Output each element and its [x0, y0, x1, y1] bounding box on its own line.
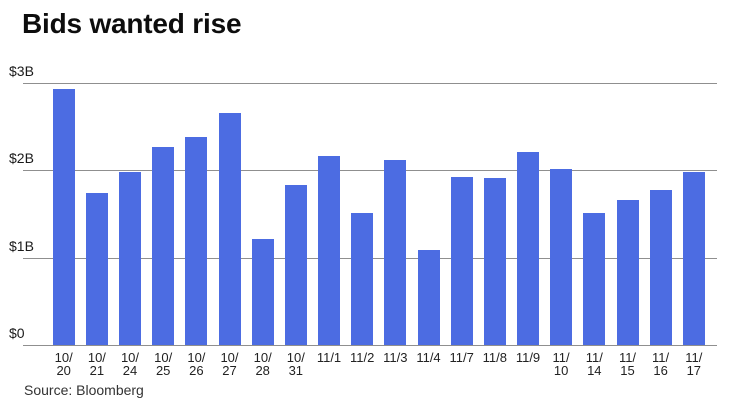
bar — [450, 177, 473, 345]
x-tick-label: 11/ 16 — [652, 350, 670, 378]
bar — [384, 159, 407, 345]
y-tick-label: $0 — [9, 325, 25, 341]
gridline — [23, 83, 717, 84]
bar — [284, 185, 307, 345]
y-tick-label: $2B — [9, 150, 34, 167]
source-note: Source: Bloomberg — [24, 382, 144, 398]
bar — [152, 146, 175, 345]
y-tick-label: $3B — [9, 63, 34, 79]
x-tick-label: 11/ 17 — [685, 350, 703, 378]
x-tick-label: 11/1 — [316, 350, 342, 365]
bar — [583, 213, 606, 345]
bar — [517, 152, 539, 345]
bar — [682, 172, 705, 345]
x-tick-label: 11/9 — [515, 350, 541, 365]
x-tick-label: 11/2 — [350, 350, 375, 365]
x-tick-label: 10/ 26 — [187, 350, 206, 378]
y-tick-label: $1B — [9, 237, 34, 254]
x-tick-label: 11/8 — [482, 350, 507, 365]
bar — [52, 89, 75, 345]
x-tick-label: 10/ 27 — [220, 350, 239, 378]
bar — [351, 213, 374, 345]
bar — [483, 178, 506, 345]
bar — [550, 168, 573, 345]
x-tick-label: 11/7 — [449, 350, 474, 365]
chart-title: Bids wanted rise — [22, 8, 242, 39]
gridline — [23, 345, 717, 346]
x-tick-label: 11/4 — [416, 350, 441, 365]
bar — [318, 156, 340, 345]
bar — [218, 112, 241, 345]
x-tick-label: 11/3 — [383, 350, 408, 365]
bar — [85, 193, 108, 345]
bar — [251, 239, 274, 345]
bar — [417, 249, 440, 345]
x-tick-label: 11/ 14 — [585, 350, 603, 378]
gridline — [23, 170, 717, 172]
x-tick-label: 11/ 10 — [552, 350, 570, 378]
x-tick-label: 10/ 25 — [154, 350, 173, 378]
x-tick-label: 10/ 24 — [120, 350, 140, 378]
x-tick-label: 10/ 31 — [286, 350, 305, 378]
x-tick-label: 10/ 28 — [253, 350, 272, 378]
bar — [185, 137, 208, 345]
x-tick-label: 10/ 21 — [87, 350, 106, 378]
x-tick-label: 11/ 15 — [618, 350, 637, 378]
x-tick-label: 10/ 20 — [54, 350, 73, 378]
bar — [649, 190, 672, 345]
bar — [616, 200, 639, 345]
bar — [119, 172, 141, 345]
